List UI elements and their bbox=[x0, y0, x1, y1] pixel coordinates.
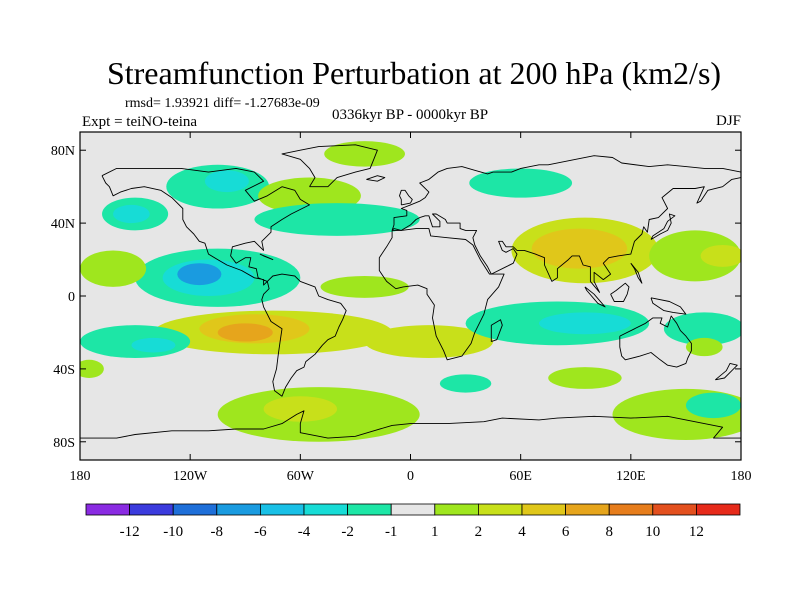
colorbar-label: 1 bbox=[431, 524, 439, 540]
coastline bbox=[650, 297, 687, 315]
colorbar-swatch bbox=[347, 503, 392, 516]
colorbar-label: 10 bbox=[645, 524, 660, 540]
colorbar-label: 6 bbox=[562, 524, 570, 540]
coastline bbox=[80, 410, 741, 439]
field-region bbox=[80, 359, 104, 378]
stats-text: rmsd= 1.93921 diff= -1.27683e-09 bbox=[125, 96, 320, 111]
field-region bbox=[204, 170, 249, 193]
coastline bbox=[630, 262, 643, 284]
colorbar-swatch bbox=[434, 503, 479, 516]
colorbar-swatch bbox=[608, 503, 654, 516]
colorbar-swatch bbox=[477, 503, 523, 516]
colorbar-label: -10 bbox=[163, 524, 183, 540]
field-region bbox=[217, 323, 273, 342]
field-region bbox=[612, 388, 741, 440]
colorbar-swatch bbox=[652, 503, 697, 516]
field-region bbox=[131, 337, 176, 353]
colorbar-label: -8 bbox=[211, 524, 224, 540]
field-region bbox=[320, 275, 409, 298]
colorbar-label: -2 bbox=[341, 524, 354, 540]
coastline bbox=[391, 155, 741, 293]
colorbar-label: 4 bbox=[518, 524, 526, 540]
coastline bbox=[584, 286, 606, 308]
coastline bbox=[490, 319, 503, 343]
x-tick-label: 180 bbox=[70, 469, 91, 484]
chart-title: Streamfunction Perturbation at 200 hPa (… bbox=[107, 55, 721, 91]
colorbar-swatch bbox=[303, 503, 348, 516]
colorbar-label: -6 bbox=[254, 524, 267, 540]
field-region bbox=[177, 263, 222, 286]
right-subtitle: DJF bbox=[716, 113, 741, 129]
x-tick-label: 60W bbox=[287, 469, 315, 484]
x-tick-label: 60E bbox=[509, 469, 532, 484]
colorbar-label: 12 bbox=[689, 524, 704, 540]
x-tick-label: 120W bbox=[173, 469, 208, 484]
y-tick-label: 80N bbox=[51, 144, 75, 159]
field-region bbox=[439, 374, 492, 393]
center-subtitle: 0336kyr BP - 0000kyr BP bbox=[332, 107, 488, 123]
field-region bbox=[700, 244, 741, 267]
field-region bbox=[649, 230, 741, 282]
colorbar-swatch bbox=[390, 503, 436, 516]
field-region bbox=[663, 312, 741, 346]
colorbar-swatch bbox=[259, 503, 305, 516]
y-tick-label: 40N bbox=[51, 217, 75, 232]
colorbar-label: 8 bbox=[605, 524, 613, 540]
colorbar-swatch bbox=[172, 503, 218, 516]
y-tick-label: 0 bbox=[68, 290, 75, 305]
y-tick-label: 40S bbox=[53, 363, 75, 378]
colorbar-swatch bbox=[129, 503, 174, 516]
colorbar: -12 -10 -8 -6 -4 -2 -1 1 2 4 6 8 10 12 bbox=[85, 503, 741, 540]
field-region bbox=[685, 337, 723, 357]
y-tick-label: 80S bbox=[53, 436, 75, 451]
field-region bbox=[685, 392, 741, 419]
field-region bbox=[539, 312, 631, 335]
field-region bbox=[113, 204, 150, 224]
coastline bbox=[259, 253, 274, 261]
field-region bbox=[263, 396, 338, 422]
coastline bbox=[715, 362, 738, 381]
coastline bbox=[366, 175, 386, 182]
colorbar-label: 2 bbox=[475, 524, 483, 540]
colorbar-swatch bbox=[565, 503, 610, 516]
colorbar-label: -12 bbox=[120, 524, 140, 540]
colorbar-swatch bbox=[216, 503, 261, 516]
field-region bbox=[324, 141, 405, 167]
colorbar-swatch bbox=[521, 503, 566, 516]
field-region bbox=[364, 325, 494, 358]
coastline bbox=[399, 189, 413, 206]
coastline bbox=[610, 282, 630, 302]
coastline bbox=[101, 167, 310, 286]
axis-layer: 180 120W 60W 0 60E 120E 180 80N 40N 0 40S 80S bbox=[51, 132, 752, 484]
field-region bbox=[80, 250, 147, 287]
x-tick-label: 180 bbox=[731, 469, 752, 484]
colorbar-swatch bbox=[696, 503, 741, 516]
coastline bbox=[619, 315, 692, 368]
coastline-layer bbox=[80, 144, 741, 439]
field-region bbox=[531, 228, 628, 269]
x-tick-label: 120E bbox=[616, 469, 646, 484]
coastline bbox=[281, 144, 378, 188]
field-region bbox=[469, 168, 573, 198]
left-subtitle: Expt = teiNO-teina bbox=[82, 114, 197, 130]
colorbar-label: -1 bbox=[385, 524, 398, 540]
coastline bbox=[378, 228, 505, 361]
field-region bbox=[548, 367, 622, 389]
colorbar-swatch bbox=[85, 503, 130, 516]
field-region bbox=[254, 203, 420, 236]
colorbar-label: -4 bbox=[298, 524, 311, 540]
coastline bbox=[650, 213, 676, 240]
x-tick-label: 0 bbox=[407, 469, 414, 484]
coastline bbox=[261, 273, 347, 397]
